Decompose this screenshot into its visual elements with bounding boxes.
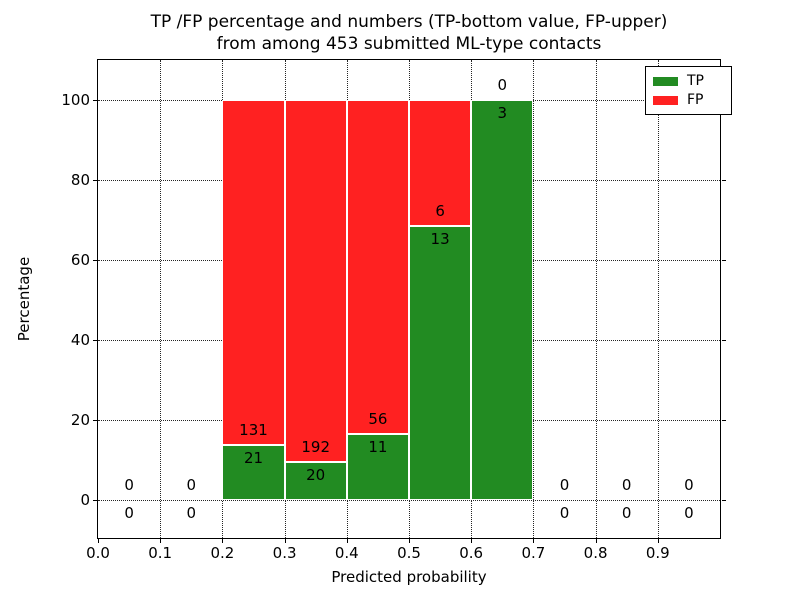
fp-count-label: 131	[239, 420, 268, 439]
tp-count-label: 21	[243, 448, 264, 467]
bar-segment-fp	[409, 100, 472, 227]
y-tick-mark-right	[722, 340, 726, 341]
x-tick-label: 0.2	[210, 544, 235, 562]
x-tick-mark	[222, 539, 224, 543]
fp-legend-swatch-icon	[653, 96, 678, 105]
x-tick-mark	[595, 539, 597, 543]
y-tick-mark	[93, 420, 97, 421]
y-tick-mark	[93, 260, 97, 261]
x-tick-label: 0.6	[459, 544, 484, 562]
fp-count-label: 0	[684, 476, 694, 494]
bar-segment-fp	[284, 100, 347, 463]
fp-count-label: 0	[621, 476, 632, 494]
y-tick-mark	[93, 500, 97, 501]
x-tick-label: 0.3	[272, 544, 297, 562]
x-tick-mark	[160, 539, 162, 543]
chart-title-line2: from among 453 submitted ML-type contact…	[216, 34, 602, 54]
legend-label: TP	[687, 73, 704, 89]
bar-segment-fp	[346, 100, 409, 435]
fp-count-label: 0	[186, 476, 197, 494]
y-tick-mark-right	[722, 500, 726, 501]
tp-count-label: 0	[124, 504, 134, 522]
fp-count-label: 56	[368, 410, 388, 429]
plot-area: 0 0 0 0 131 21 192 20 56 11 6 13 0 3 0 0 0 0 0 0	[97, 59, 721, 539]
fp-count-label: 0	[559, 476, 570, 494]
x-tick-mark	[533, 539, 535, 543]
x-tick-label: 0.7	[521, 544, 546, 562]
bar-segment-tp	[346, 434, 409, 500]
x-tick-mark	[657, 539, 659, 543]
legend-row: FP	[653, 91, 724, 110]
x-tick-mark	[284, 539, 286, 543]
x-gridline	[657, 60, 659, 538]
x-tick-label: 0.9	[645, 544, 670, 562]
y-tick-mark	[93, 340, 97, 341]
legend: TP FP	[645, 66, 732, 115]
tp-count-label: 11	[368, 438, 388, 457]
fp-count-label: 0	[124, 476, 134, 494]
fp-count-label: 0	[497, 76, 508, 94]
x-tick-mark	[98, 539, 99, 543]
x-tick-mark	[471, 539, 473, 543]
y-tick-label: 80	[70, 171, 90, 189]
bar-segment-tp	[471, 100, 534, 500]
y-tick-mark	[93, 180, 97, 181]
y-tick-mark-right	[722, 420, 726, 421]
x-tick-label: 0.5	[397, 544, 421, 562]
y-tick-mark-right	[722, 180, 726, 181]
bar-segment-tp	[409, 226, 472, 500]
fp-count-label: 6	[435, 202, 445, 221]
chart-title: TP /FP percentage and numbers (TP-bottom…	[98, 11, 720, 55]
tp-count-label: 20	[306, 466, 326, 485]
y-tick-label: 40	[70, 331, 90, 349]
x-tick-mark	[346, 539, 348, 543]
tp-count-label: 13	[430, 230, 450, 249]
tp-legend-swatch-icon	[653, 77, 678, 86]
bar-segment-tp	[222, 444, 285, 500]
bar-segment-tp	[284, 462, 347, 500]
x-tick-label: 0.4	[334, 544, 359, 562]
tp-count-label: 3	[497, 104, 508, 122]
tp-count-label: 0	[684, 504, 694, 522]
y-tick-mark-right	[722, 260, 726, 261]
bar-segment-fp	[222, 100, 285, 445]
y-tick-mark	[93, 100, 97, 101]
x-axis-label: Predicted probability	[331, 568, 487, 586]
x-tick-mark	[409, 539, 410, 543]
fp-count-label: 192	[301, 438, 330, 457]
x-gridline	[533, 60, 535, 538]
chart-title-line1: TP /FP percentage and numbers (TP-bottom…	[150, 12, 668, 32]
y-axis-label: Percentage	[15, 256, 33, 342]
legend-label: FP	[687, 92, 704, 108]
x-tick-label: 0.0	[86, 544, 110, 562]
tp-count-label: 0	[186, 504, 197, 522]
legend-row: TP	[653, 72, 724, 91]
tp-count-label: 0	[621, 504, 632, 522]
x-gridline	[160, 60, 162, 538]
x-gridline	[595, 60, 597, 538]
x-tick-label: 0.8	[583, 544, 608, 562]
x-tick-label: 0.1	[148, 544, 173, 562]
y-tick-label: 60	[70, 251, 90, 269]
y-tick-label: 20	[70, 411, 90, 429]
tp-count-label: 0	[559, 504, 570, 522]
y-tick-label: 100	[61, 91, 90, 109]
y-tick-label: 0	[80, 491, 90, 509]
